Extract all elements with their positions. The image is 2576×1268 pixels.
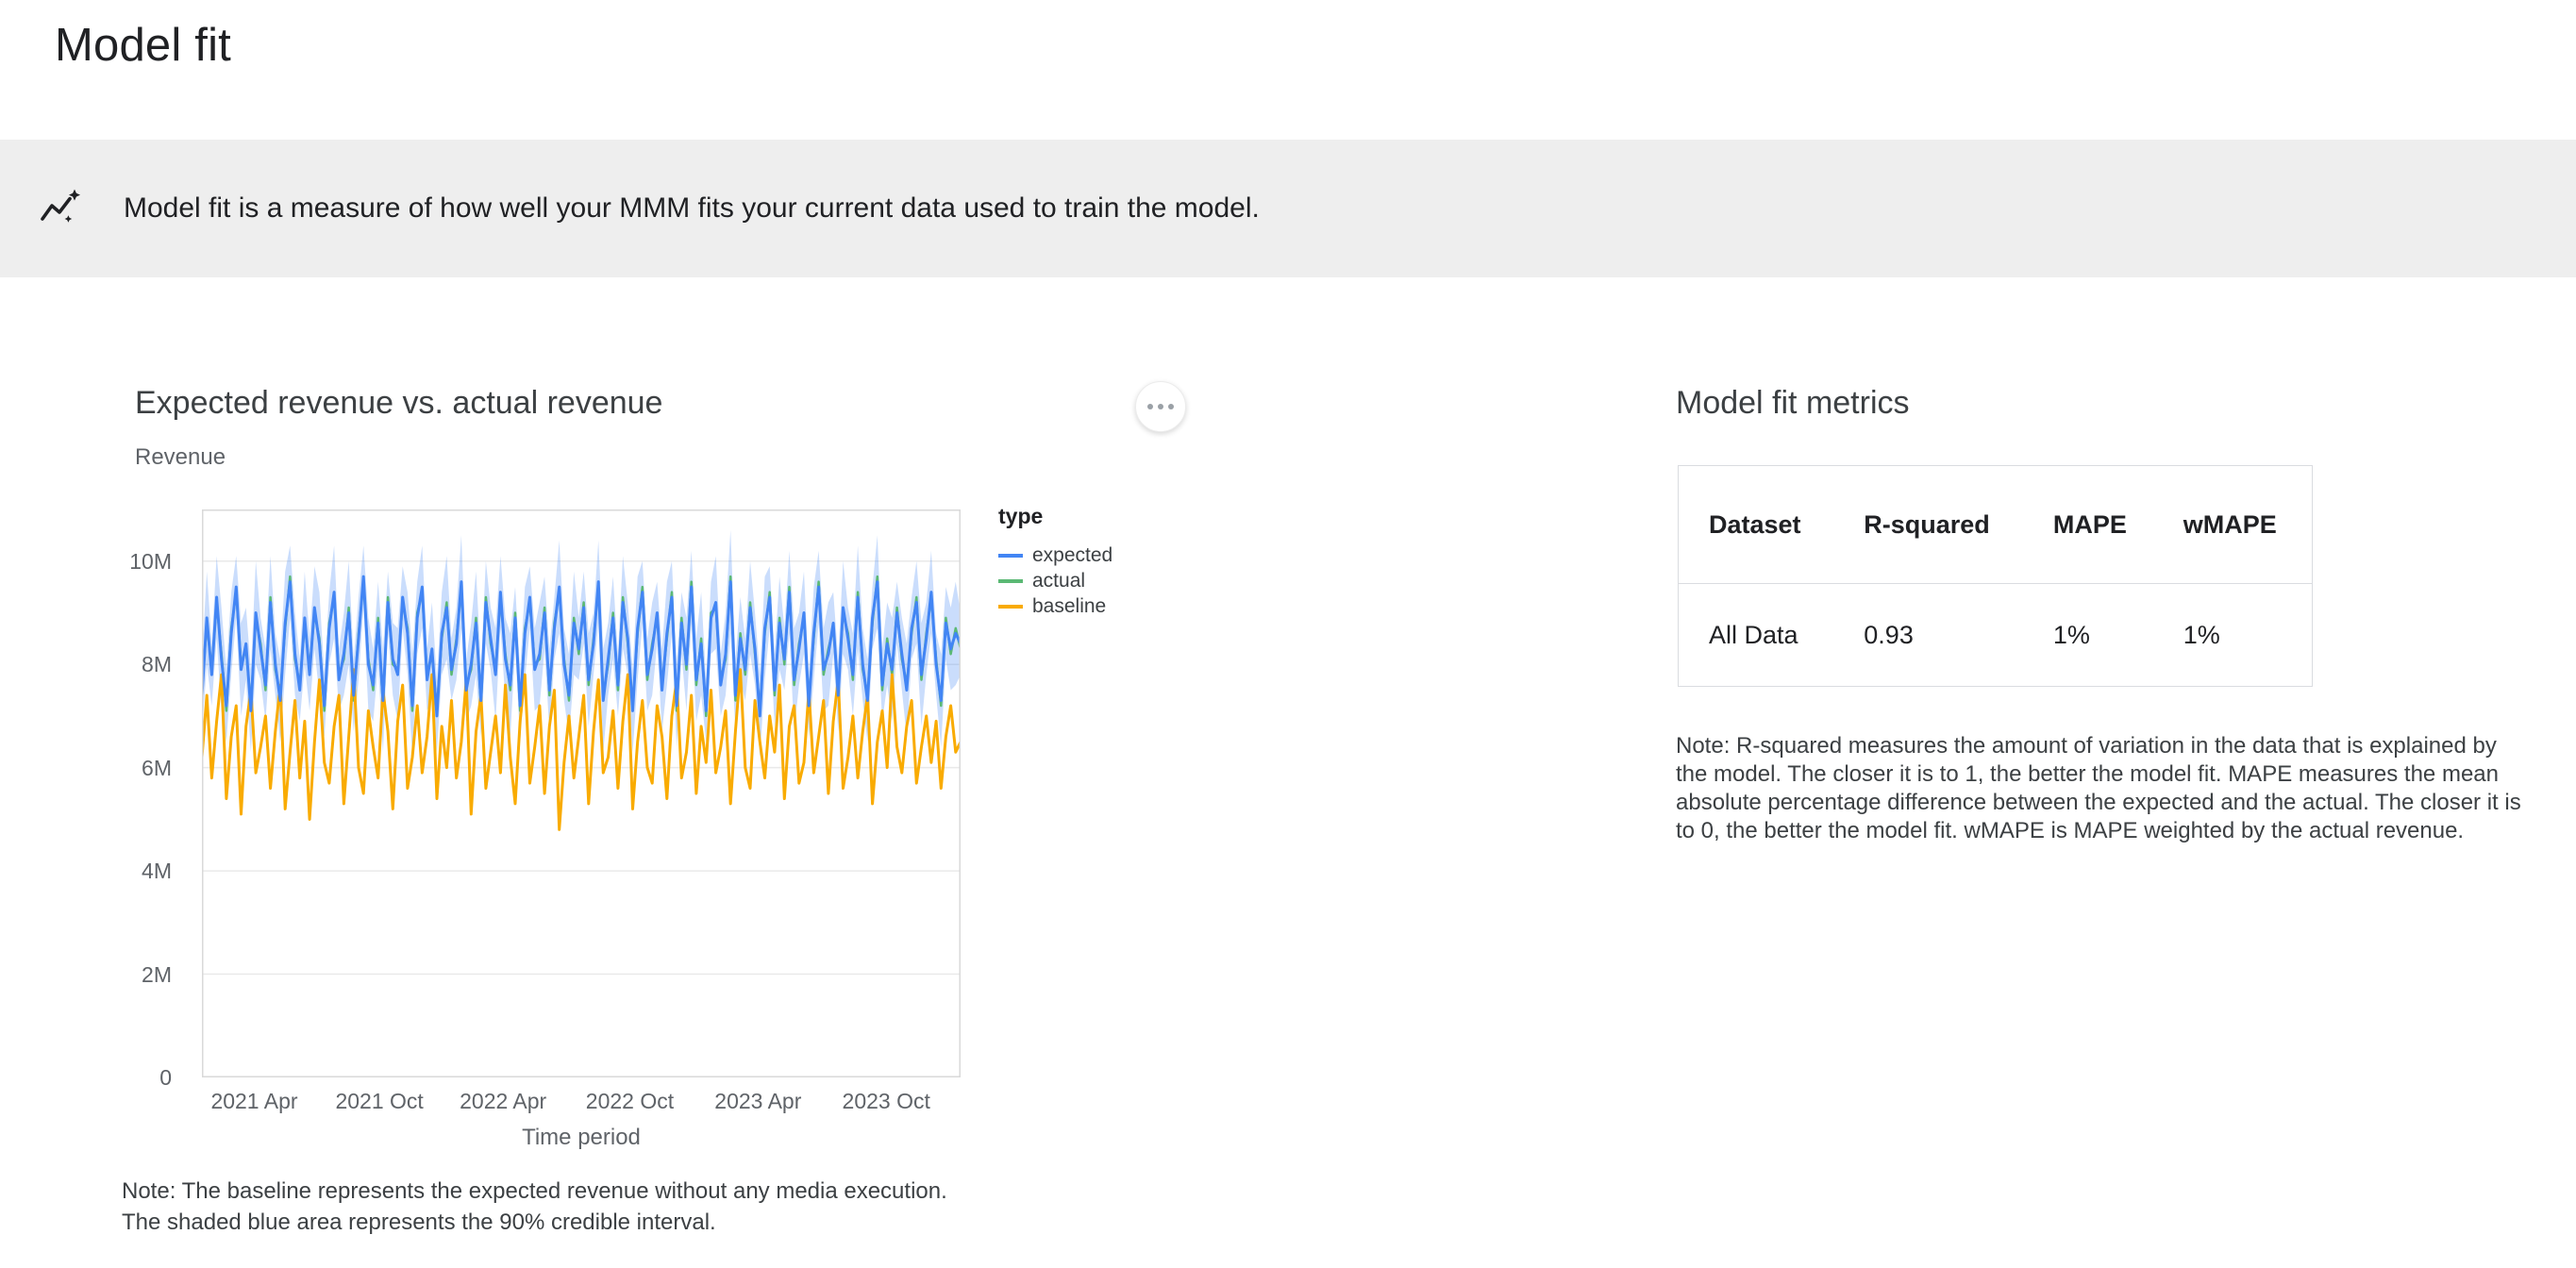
chart-legend: type expected actual baseline bbox=[998, 504, 1206, 619]
legend-title: type bbox=[998, 504, 1044, 528]
legend-swatch-expected bbox=[998, 553, 1023, 558]
header-dataset: Dataset bbox=[1678, 465, 1834, 584]
y-tick-label: 4M bbox=[142, 859, 172, 884]
legend-item-actual: actual bbox=[998, 568, 1206, 593]
chart-note-line2: The shaded blue area represents the 90% … bbox=[122, 1210, 716, 1235]
cell-wmape: 1% bbox=[2183, 620, 2220, 649]
info-banner: Model fit is a measure of how well your … bbox=[0, 140, 2576, 277]
chart-note-line1: Note: The baseline represents the expect… bbox=[122, 1178, 947, 1204]
x-tick-label: 2023 Apr bbox=[714, 1089, 802, 1113]
legend-swatch-actual bbox=[998, 578, 1023, 583]
revenue-chart-plot[interactable] bbox=[202, 509, 961, 1077]
metrics-table-header-row: Dataset R-squared MAPE wMAPE bbox=[1678, 465, 2313, 584]
legend-swatch-baseline bbox=[998, 604, 1023, 609]
metrics-table-row: All Data 0.93 1% 1% bbox=[1679, 584, 2313, 687]
chart-title: Expected revenue vs. actual revenue bbox=[135, 385, 663, 421]
cell-dataset: All Data bbox=[1709, 620, 1798, 649]
model-fit-metrics-table: Dataset R-squared MAPE wMAPE All Data 0.… bbox=[1678, 465, 2313, 687]
legend-label: expected bbox=[1032, 543, 1113, 566]
page-title: Model fit bbox=[55, 20, 231, 71]
metrics-note: Note: R-squared measures the amount of v… bbox=[1676, 733, 2521, 843]
x-axis-title: Time period bbox=[522, 1125, 641, 1150]
x-tick-label: 2022 Oct bbox=[585, 1089, 675, 1113]
legend-item-expected: expected bbox=[998, 542, 1206, 568]
y-tick-label: 2M bbox=[142, 961, 172, 987]
cell-mape: 1% bbox=[2052, 620, 2090, 649]
x-tick-label: 2021 Apr bbox=[210, 1089, 298, 1113]
legend-item-baseline: baseline bbox=[998, 593, 1206, 619]
legend-label: actual bbox=[1032, 569, 1086, 592]
page-header: Model fit bbox=[0, 0, 2576, 140]
y-tick-label: 6M bbox=[142, 755, 172, 780]
header-mape: MAPE bbox=[2022, 465, 2153, 584]
legend-label: baseline bbox=[1032, 594, 1107, 617]
more-options-icon bbox=[1158, 404, 1163, 409]
more-options-icon bbox=[1147, 404, 1153, 409]
more-options-icon bbox=[1168, 404, 1174, 409]
x-axis-ticks: 2021 Apr 2021 Oct 2022 Apr 2022 Oct 2023 Apr… bbox=[202, 1089, 961, 1119]
model-fit-insights-icon bbox=[38, 186, 83, 231]
y-tick-label: 10M bbox=[129, 548, 172, 574]
header-wmape: wMAPE bbox=[2152, 465, 2313, 584]
y-tick-label: 0 bbox=[159, 1065, 172, 1090]
header-r-squared: R-squared bbox=[1833, 465, 2023, 584]
banner-text: Model fit is a measure of how well your … bbox=[124, 192, 1260, 224]
y-axis-ticks: 0 2M 4M 6M 8M 10M bbox=[0, 509, 187, 1090]
legend-items: expected actual baseline bbox=[998, 542, 1206, 619]
more-options-button[interactable] bbox=[1135, 381, 1186, 432]
y-tick-label: 8M bbox=[142, 652, 172, 677]
metrics-panel-title: Model fit metrics bbox=[1676, 385, 1910, 421]
y-axis-title: Revenue bbox=[135, 444, 226, 470]
cell-r-squared: 0.93 bbox=[1864, 620, 1914, 649]
x-tick-label: 2021 Oct bbox=[335, 1089, 424, 1113]
x-tick-label: 2023 Oct bbox=[842, 1089, 930, 1113]
x-tick-label: 2022 Apr bbox=[460, 1089, 547, 1113]
